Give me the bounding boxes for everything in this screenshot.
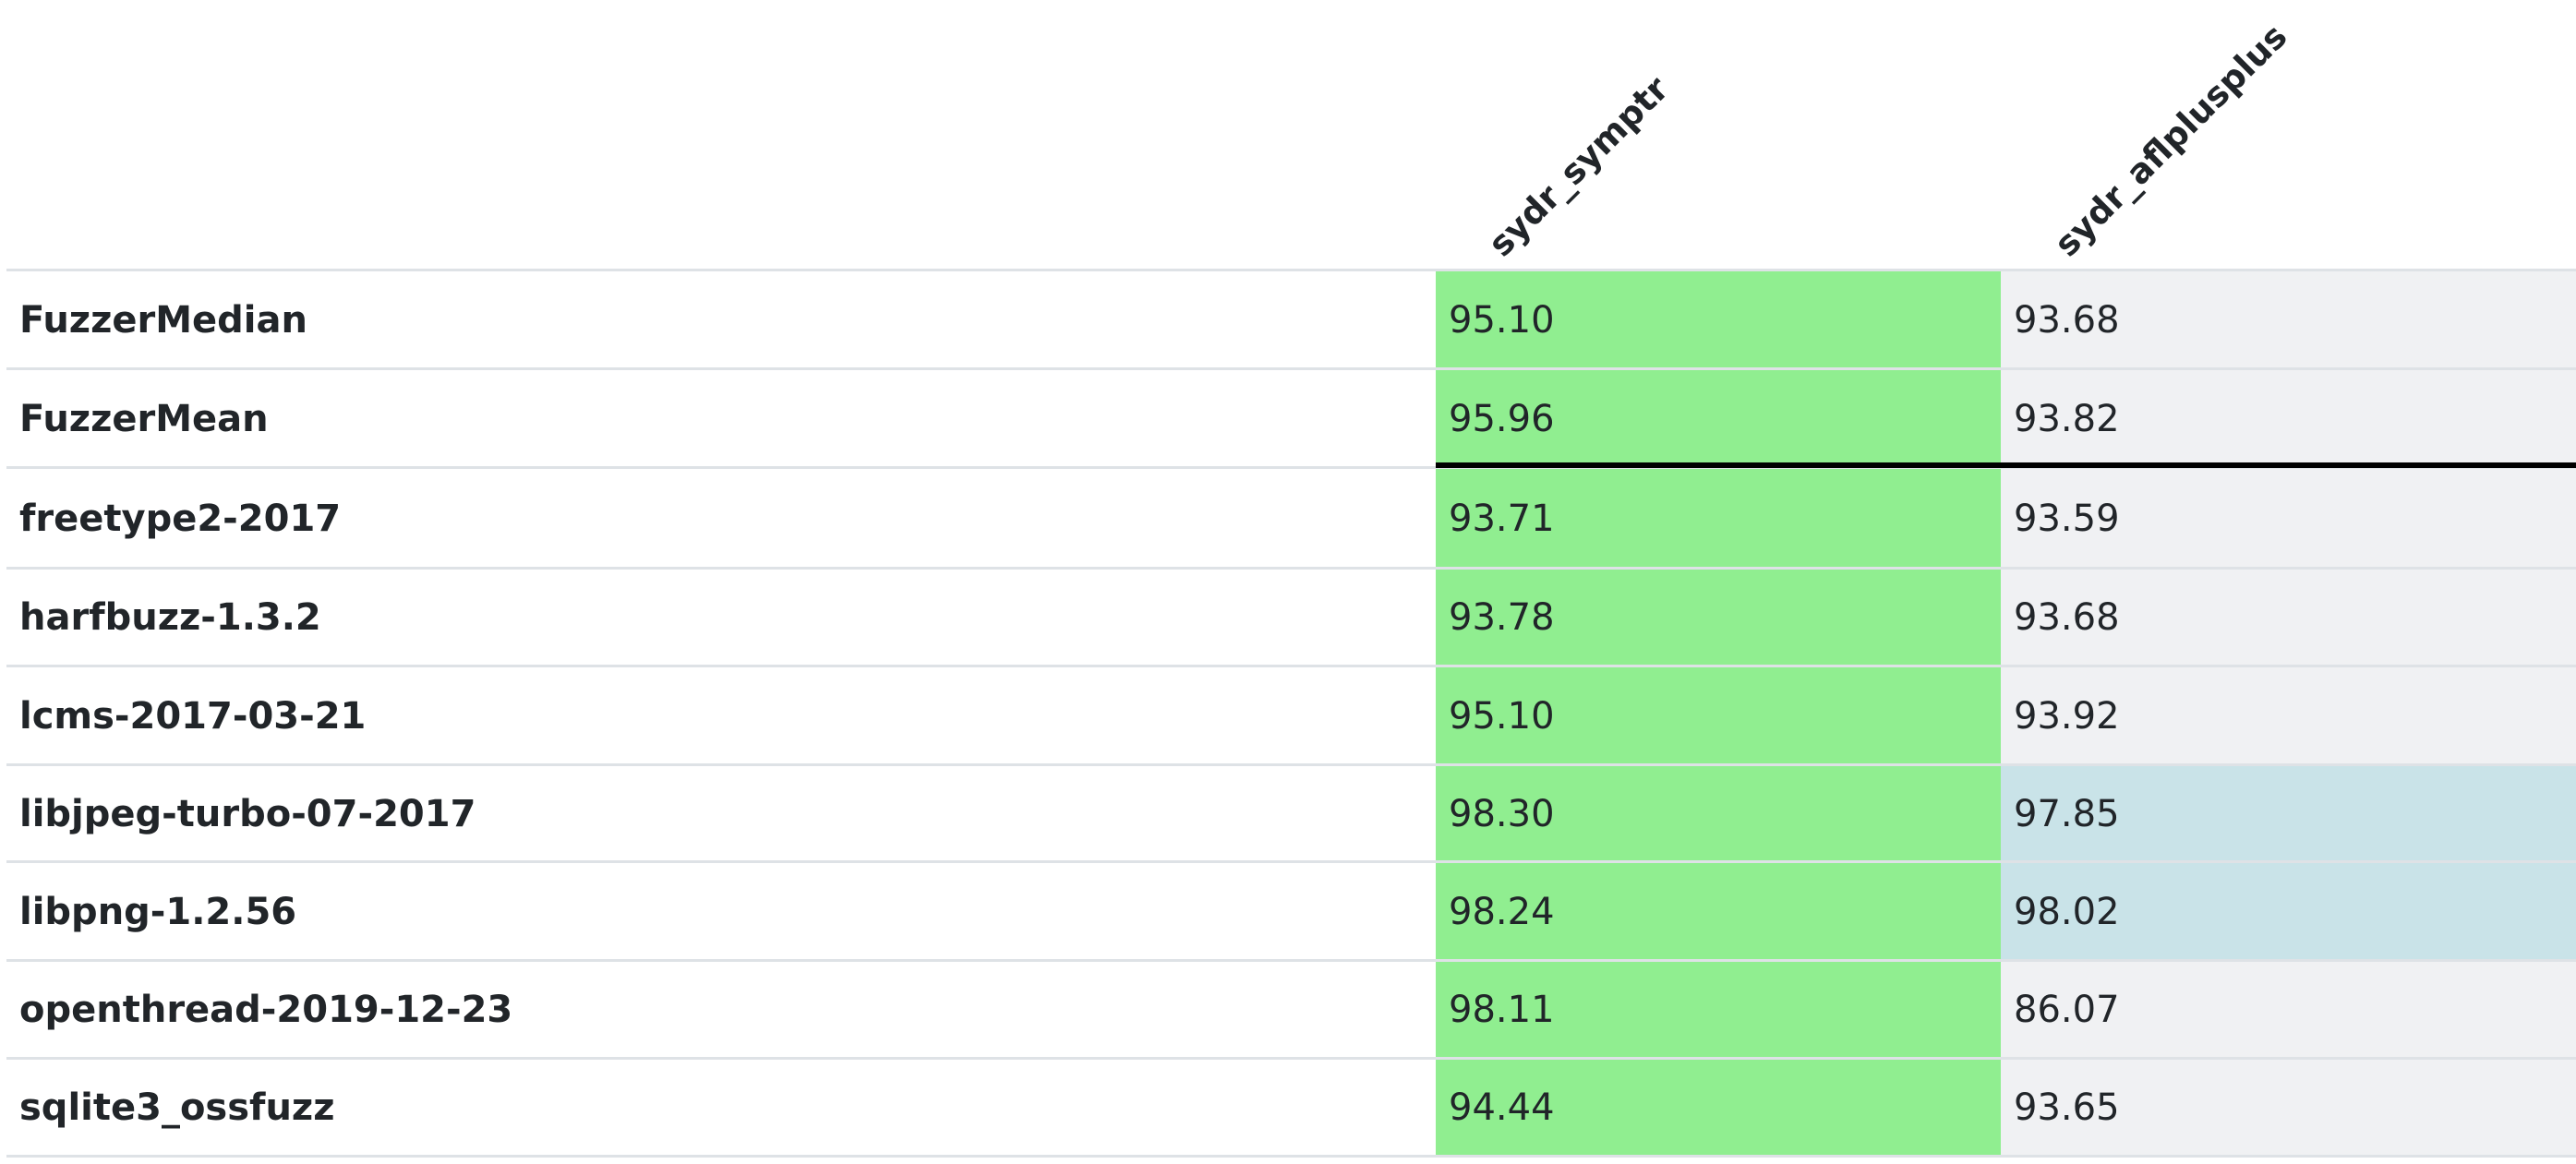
value-cell-sydr-aflplusplus: 93.59: [2001, 469, 2576, 568]
row-label: freetype2-2017: [19, 497, 342, 540]
row-label: harfbuzz-1.3.2: [19, 596, 321, 639]
row-label: openthread-2019-12-23: [19, 989, 513, 1031]
row-divider: [6, 1155, 2576, 1158]
row-label: lcms-2017-03-21: [19, 694, 367, 738]
column-header-sydr-symptr: sydr_symptr: [1480, 68, 1677, 265]
value-cell-sydr-aflplusplus: 93.68: [2001, 271, 2576, 368]
value-cell-sydr-symptr: 93.78: [1436, 570, 2001, 666]
value-cell-sydr-symptr: 98.24: [1436, 863, 2001, 960]
row-divider: [6, 665, 2576, 667]
row-label: FuzzerMean: [19, 397, 269, 440]
value-cell-sydr-symptr: 94.44: [1436, 1060, 2001, 1156]
row-divider: [6, 860, 2576, 863]
value-cell-sydr-aflplusplus: 86.07: [2001, 962, 2576, 1058]
value-cell-sydr-symptr: 95.96: [1436, 370, 2001, 467]
value-cell-sydr-aflplusplus: 98.02: [2001, 863, 2576, 960]
column-header-sydr-aflplusplus: sydr_aflplusplus: [2046, 16, 2295, 265]
row-divider: [6, 1057, 2576, 1060]
value-cell-sydr-symptr: 98.11: [1436, 962, 2001, 1058]
value-cell-sydr-symptr: 95.10: [1436, 271, 2001, 368]
value-cell-sydr-aflplusplus: 93.82: [2001, 370, 2576, 467]
row-label: libpng-1.2.56: [19, 890, 297, 933]
row-divider: [6, 763, 2576, 766]
value-cell-sydr-aflplusplus: 93.68: [2001, 570, 2576, 666]
row-divider: [6, 959, 2576, 962]
row-label: FuzzerMedian: [19, 298, 307, 342]
row-divider: [6, 466, 2576, 469]
row-label: libjpeg-turbo-07-2017: [19, 792, 476, 835]
value-cell-sydr-symptr: 95.10: [1436, 667, 2001, 764]
row-label: sqlite3_ossfuzz: [19, 1086, 335, 1129]
summary-separator: [1436, 462, 2576, 468]
row-divider: [6, 567, 2576, 570]
value-cell-sydr-aflplusplus: 93.92: [2001, 667, 2576, 764]
row-divider: [6, 269, 2576, 271]
value-cell-sydr-symptr: 93.71: [1436, 469, 2001, 568]
value-cell-sydr-symptr: 98.30: [1436, 766, 2001, 861]
row-divider: [6, 367, 2576, 370]
value-cell-sydr-aflplusplus: 93.65: [2001, 1060, 2576, 1156]
value-cell-sydr-aflplusplus: 97.85: [2001, 766, 2576, 861]
